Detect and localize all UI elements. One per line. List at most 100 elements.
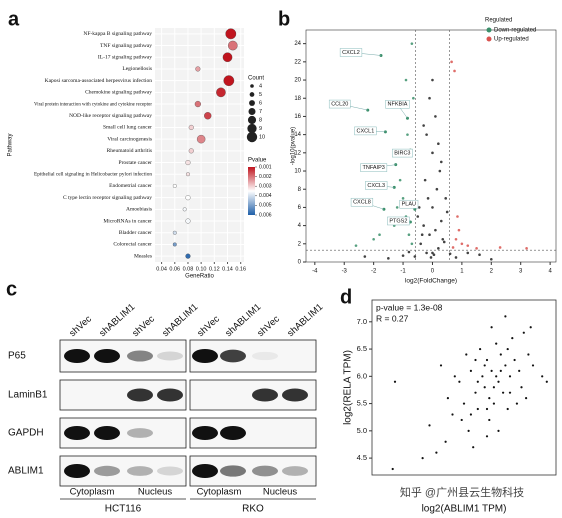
band bbox=[94, 465, 120, 477]
label-box bbox=[399, 199, 419, 209]
point bbox=[492, 386, 495, 389]
point bbox=[431, 78, 434, 82]
point bbox=[444, 197, 448, 200]
point bbox=[413, 255, 417, 258]
point bbox=[497, 380, 500, 383]
point bbox=[497, 429, 500, 432]
blot-frame bbox=[59, 417, 187, 449]
legend-label: 0.001 bbox=[259, 164, 272, 170]
point bbox=[439, 160, 443, 164]
gene-label: TNFAIP3 bbox=[363, 165, 385, 171]
point bbox=[391, 467, 394, 471]
plot-area bbox=[305, 29, 557, 263]
dot bbox=[185, 195, 191, 201]
point bbox=[438, 169, 442, 173]
point bbox=[410, 242, 414, 246]
legend-label: 0.002 bbox=[259, 174, 272, 180]
point bbox=[474, 391, 477, 394]
point bbox=[441, 237, 445, 241]
panel-label: a bbox=[8, 8, 20, 30]
label-box bbox=[328, 99, 351, 109]
category-label: Amoebiasis bbox=[126, 207, 152, 213]
band bbox=[220, 465, 246, 477]
point bbox=[431, 151, 434, 155]
x-tick-label: 1 bbox=[460, 269, 464, 275]
point bbox=[398, 178, 402, 182]
legend-dot bbox=[247, 115, 257, 125]
point bbox=[445, 210, 449, 214]
category-label: IL-17 signaling pathway bbox=[98, 55, 152, 61]
x-axis-label: GeneRatio bbox=[185, 274, 214, 280]
point bbox=[453, 375, 456, 378]
gene-label: BIRC3 bbox=[394, 151, 410, 157]
gene-label: CXCL8 bbox=[353, 200, 371, 206]
point bbox=[387, 257, 390, 260]
point bbox=[504, 364, 507, 367]
dot bbox=[182, 207, 187, 212]
point bbox=[437, 142, 440, 146]
point bbox=[419, 242, 423, 246]
lane-label: shABLIM1 bbox=[97, 302, 137, 340]
point bbox=[456, 215, 459, 218]
panel-label: c bbox=[6, 278, 17, 300]
point bbox=[423, 178, 427, 182]
point bbox=[439, 364, 443, 367]
point bbox=[458, 380, 461, 383]
x-tick-label: 0.04 bbox=[156, 266, 167, 272]
point bbox=[393, 380, 397, 383]
y-tick-label: 10 bbox=[294, 169, 301, 175]
dot bbox=[186, 172, 190, 177]
x-tick-label: 4 bbox=[548, 269, 552, 275]
y-tick-label: 7.0 bbox=[357, 317, 367, 326]
point bbox=[406, 133, 409, 136]
point bbox=[506, 407, 509, 411]
gene-label: CCL20 bbox=[331, 102, 348, 108]
point bbox=[422, 224, 425, 227]
legend-title: Pvalue bbox=[248, 158, 267, 164]
y-tick-label: 4.5 bbox=[357, 453, 367, 462]
point bbox=[420, 233, 424, 237]
lane-label: shABLIM1 bbox=[160, 302, 200, 340]
label-box bbox=[350, 197, 374, 207]
y-tick-label: 6 bbox=[298, 205, 302, 211]
point bbox=[466, 244, 470, 247]
point bbox=[476, 380, 479, 383]
y-axis-label: -log10(pvalue) bbox=[291, 127, 297, 165]
category-label: Small cell lung cancer bbox=[103, 125, 152, 131]
gene-label: PTGS2 bbox=[389, 218, 407, 224]
point bbox=[410, 42, 414, 45]
band bbox=[192, 426, 218, 440]
legend-title: Regulated bbox=[485, 18, 512, 24]
band bbox=[94, 349, 120, 363]
label-box bbox=[387, 216, 410, 226]
legend-dot bbox=[250, 84, 254, 88]
point bbox=[478, 253, 481, 257]
y-tick-label: 16 bbox=[294, 114, 301, 120]
legend-dot bbox=[249, 100, 255, 106]
dot bbox=[194, 100, 201, 108]
x-tick-label: 0.14 bbox=[222, 266, 233, 272]
label-box bbox=[354, 126, 377, 136]
point bbox=[466, 251, 470, 255]
legend-label: 0.005 bbox=[259, 203, 272, 209]
band bbox=[282, 388, 308, 402]
legend-label: 5 bbox=[259, 92, 262, 98]
point bbox=[488, 397, 491, 400]
gene-label: PLAU bbox=[402, 202, 416, 208]
label-box bbox=[360, 163, 388, 172]
point bbox=[462, 402, 466, 405]
label-box bbox=[392, 148, 413, 158]
point bbox=[469, 369, 472, 372]
point bbox=[541, 375, 544, 378]
cell-line-label: RKO bbox=[242, 504, 264, 515]
dot bbox=[185, 253, 191, 259]
point bbox=[506, 347, 509, 351]
x-tick-label: 2 bbox=[490, 269, 494, 275]
dot bbox=[228, 40, 238, 51]
point bbox=[435, 451, 438, 454]
x-axis-label: log2(FoldChange) bbox=[405, 278, 457, 285]
point bbox=[454, 256, 458, 259]
point bbox=[508, 391, 512, 394]
fraction-label: Cytoplasm bbox=[70, 487, 115, 498]
point bbox=[354, 244, 358, 247]
